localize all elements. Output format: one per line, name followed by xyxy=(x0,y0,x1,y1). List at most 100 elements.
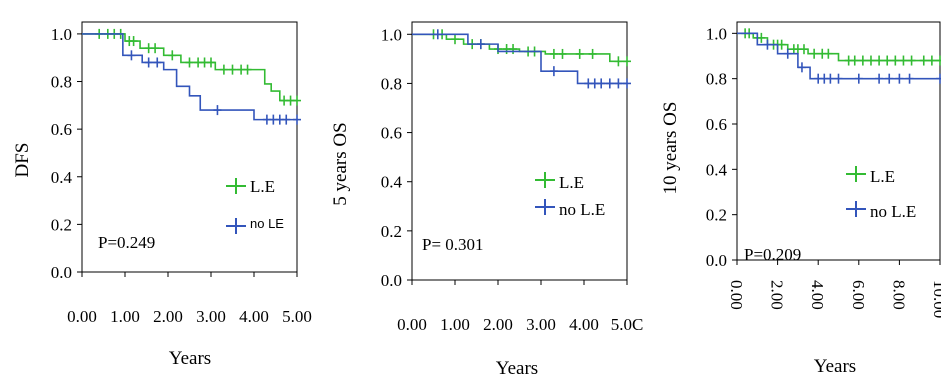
legend-label: L.E xyxy=(559,173,584,192)
y-tick-label: 0.4 xyxy=(381,173,403,192)
x-tick-label: 5.00 xyxy=(282,307,312,326)
censor-mark xyxy=(207,57,215,68)
series-no-le xyxy=(737,32,941,84)
p-value-annotation: P=0.209 xyxy=(744,245,801,264)
censor-mark xyxy=(799,44,808,55)
x-tick-label: 3.00 xyxy=(526,315,556,334)
x-tick-label: 0.00 xyxy=(67,307,97,326)
y-tick-label: 0.8 xyxy=(706,70,727,89)
censor-mark xyxy=(151,43,160,54)
legend-label: no L.E xyxy=(870,202,916,221)
y-tick-label: 0.8 xyxy=(381,74,402,93)
x-axis-label: Years xyxy=(496,358,538,374)
censor-mark xyxy=(763,39,772,50)
y-tick-label: 1.0 xyxy=(706,24,727,43)
censor-mark xyxy=(899,55,908,66)
plot-frame xyxy=(736,21,941,261)
x-tick-label: 5.0C xyxy=(611,315,644,334)
censor-mark xyxy=(927,55,936,66)
censor-mark xyxy=(854,73,863,84)
censor-mark xyxy=(614,56,623,67)
y-tick-label: 0.6 xyxy=(381,124,402,143)
censor-mark xyxy=(243,64,252,75)
x-axis-label: Years xyxy=(169,348,211,369)
y-tick-label: 1.0 xyxy=(51,25,72,44)
censor-mark xyxy=(153,57,162,68)
censor-mark xyxy=(144,57,153,68)
series-no-le xyxy=(412,29,631,89)
plot-frame xyxy=(411,21,628,281)
y-tick-label: 0.2 xyxy=(51,215,72,234)
y-tick-label: 1.0 xyxy=(381,25,402,44)
censor-mark xyxy=(858,55,867,66)
legend-item-no-le: no LE xyxy=(226,216,284,234)
censor-mark xyxy=(777,39,786,50)
censor-mark xyxy=(891,55,900,66)
x-tick-label: 6.00 xyxy=(849,280,868,310)
y-axis-label: 5 years OS xyxy=(330,122,351,205)
censor-mark xyxy=(597,78,606,89)
km-panel-3: 0.0 0.2 0.4 0.6 0.8 1.0 0.00 2.00 4.00 6.00 8.00 10… xyxy=(660,21,941,374)
censor-mark xyxy=(905,73,914,84)
censor-mark xyxy=(824,48,833,59)
legend-item-le: L.E xyxy=(535,172,584,192)
legend-item-no-le: no L.E xyxy=(846,201,916,221)
y-tick-label: 0.6 xyxy=(51,120,72,139)
censor-mark xyxy=(826,73,835,84)
y-tick-label: 0.4 xyxy=(706,160,728,179)
km-panel-2: 0.0 0.2 0.4 0.6 0.8 1.0 0.00 1.00 2.00 3.00 4.00 5.… xyxy=(330,21,644,374)
legend-item-le: L.E xyxy=(226,177,275,196)
censor-mark xyxy=(282,114,291,125)
censor-mark xyxy=(810,48,819,59)
censor-mark xyxy=(895,73,904,84)
y-axis-label: 10 years OS xyxy=(660,102,681,195)
legend-item-no-le: no L.E xyxy=(535,199,605,219)
legend-item-le: L.E xyxy=(846,166,895,186)
censor-mark xyxy=(127,50,136,61)
x-axis-label: Years xyxy=(814,356,856,374)
censor-mark xyxy=(509,44,518,55)
censor-mark xyxy=(797,62,806,73)
censor-mark xyxy=(185,57,194,68)
censor-mark xyxy=(919,55,928,66)
censor-mark xyxy=(451,34,459,45)
censor-mark xyxy=(757,32,766,43)
y-axis-label: DFS xyxy=(12,143,33,178)
censor-mark xyxy=(219,64,228,75)
legend-label: no LE xyxy=(250,216,284,231)
x-tick-label: 1.00 xyxy=(110,307,140,326)
censor-mark xyxy=(129,36,138,47)
x-tick-label: 2.00 xyxy=(483,315,513,334)
censor-mark xyxy=(875,73,884,84)
censor-mark xyxy=(883,55,892,66)
censor-mark xyxy=(623,78,631,89)
y-tick-label: 0.6 xyxy=(706,115,727,134)
x-tick-label: 1.00 xyxy=(440,315,470,334)
censor-mark xyxy=(866,55,875,66)
y-tick-label: 0.0 xyxy=(381,271,402,290)
survival-curve xyxy=(412,33,627,85)
censor-mark xyxy=(936,73,941,84)
y-tick-label: 0.4 xyxy=(51,168,73,187)
censor-mark xyxy=(623,56,631,67)
x-tick-label: 0.00 xyxy=(727,280,746,310)
x-tick-label: 4.00 xyxy=(239,307,269,326)
x-tick-label: 10.00 xyxy=(930,280,941,318)
censor-mark xyxy=(614,78,623,89)
y-tick-label: 0.2 xyxy=(381,222,402,241)
censor-mark xyxy=(558,48,567,59)
legend-label: L.E xyxy=(250,177,275,196)
legend-label: no L.E xyxy=(559,200,605,219)
censor-mark xyxy=(476,39,485,50)
censor-mark xyxy=(293,114,301,125)
censor-mark xyxy=(433,29,442,40)
p-value-annotation: P= 0.301 xyxy=(422,235,484,254)
y-tick-label: 0.0 xyxy=(706,251,727,270)
survival-curve xyxy=(737,32,940,62)
x-tick-label: 4.00 xyxy=(808,280,827,310)
y-tick-label: 0.8 xyxy=(51,73,72,92)
censor-mark xyxy=(213,105,222,116)
x-tick-label: 2.00 xyxy=(153,307,183,326)
censor-mark xyxy=(907,55,916,66)
